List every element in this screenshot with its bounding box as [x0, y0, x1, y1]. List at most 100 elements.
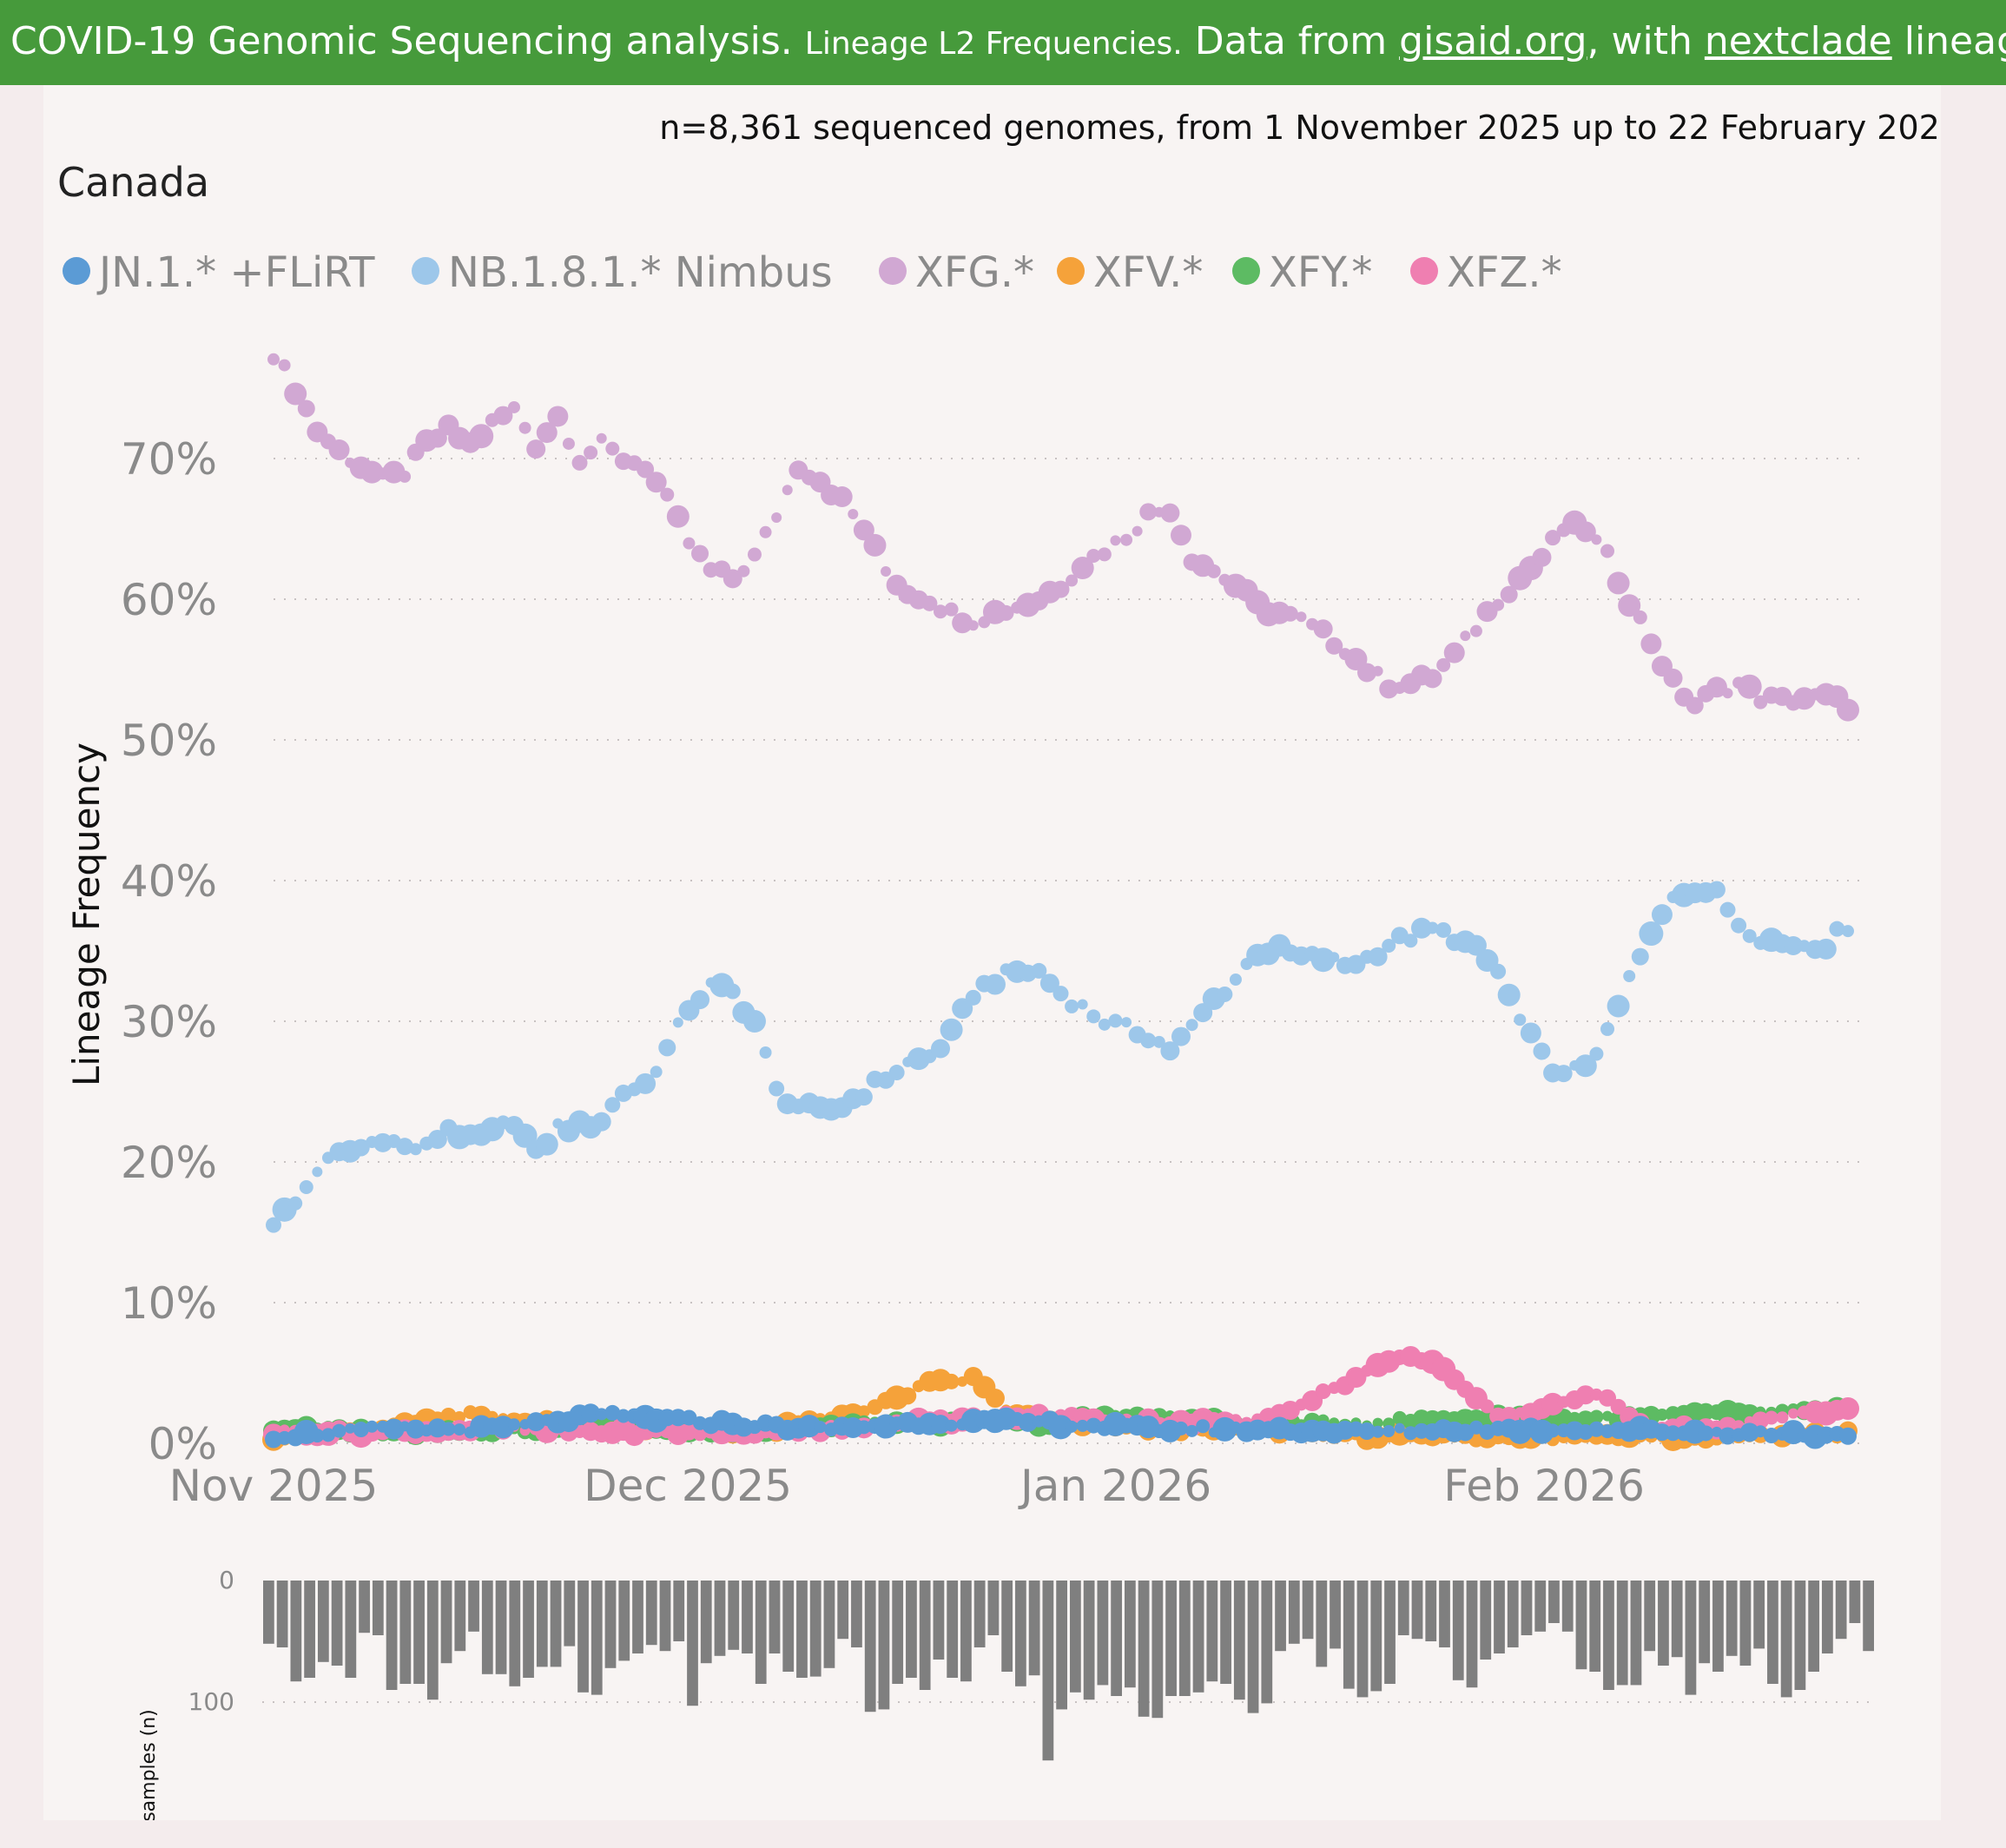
nextclade-link[interactable]: nextclade [1704, 19, 1892, 63]
data-point [863, 533, 887, 557]
samples-bar [1001, 1581, 1013, 1672]
data-point [493, 406, 513, 426]
y-tick-label: 0% [148, 1419, 217, 1469]
data-point [492, 1416, 515, 1439]
data-point [1120, 533, 1133, 546]
data-point [931, 1415, 951, 1435]
samples-bar [1247, 1581, 1259, 1713]
samples-bar [1671, 1581, 1683, 1658]
samples-bar [987, 1581, 1000, 1635]
samples-bar [1192, 1581, 1204, 1693]
data-point [1382, 939, 1396, 954]
samples-bar [687, 1581, 698, 1706]
data-point [265, 1430, 282, 1449]
samples-bar [618, 1581, 630, 1661]
data-point [691, 544, 709, 563]
samples-bar [1521, 1581, 1533, 1635]
data-point [1490, 963, 1507, 980]
data-point [1426, 921, 1439, 934]
samples-bar [742, 1581, 753, 1653]
samples-bar [345, 1581, 357, 1678]
data-point [1052, 580, 1070, 598]
data-point [1575, 1385, 1595, 1405]
samples-bar [782, 1581, 795, 1672]
data-point [1589, 1046, 1604, 1061]
data-point [1086, 549, 1101, 564]
samples-bar [906, 1581, 917, 1678]
data-point [605, 441, 620, 456]
samples-bar [1507, 1581, 1519, 1647]
samples-bar [659, 1581, 671, 1652]
data-point [994, 1407, 1018, 1430]
data-point [571, 454, 588, 471]
data-point [288, 1196, 303, 1211]
data-point [409, 1143, 422, 1156]
data-point [1754, 1425, 1767, 1438]
chart-panel: n=8,361 sequenced genomes, from 1 Novemb… [43, 85, 1941, 1820]
samples-bar [1712, 1581, 1724, 1672]
samples-bar [632, 1581, 643, 1653]
data-point [453, 1410, 466, 1423]
samples-bar [1261, 1581, 1273, 1704]
samples-bar [1589, 1581, 1601, 1672]
data-point [1368, 947, 1388, 967]
samples-bar [290, 1581, 302, 1682]
samples-bar [728, 1581, 740, 1650]
samples-bar [1794, 1581, 1806, 1690]
data-point [399, 470, 412, 483]
samples-bar [1015, 1581, 1026, 1686]
banner-suffix: lineages. Source [1904, 19, 2006, 63]
samples-bar [1070, 1581, 1081, 1693]
chart-svg: n=8,361 sequenced genomes, from 1 Novemb… [57, 109, 1941, 1820]
data-point [1217, 986, 1233, 1002]
samples-bar [591, 1581, 603, 1695]
samples-bar [1165, 1581, 1177, 1696]
samples-bar [1343, 1581, 1355, 1689]
samples-bar [1466, 1581, 1478, 1688]
banner-with: , with [1587, 19, 1693, 63]
data-point [267, 353, 280, 366]
legend-label: JN.1.* +FLiRT [96, 248, 375, 297]
y-axis-label: Lineage Frequency [65, 742, 108, 1086]
data-point [1394, 1422, 1405, 1434]
samples-bar [317, 1581, 329, 1662]
samples-bar [1028, 1581, 1040, 1676]
data-point [1520, 1022, 1541, 1044]
data-point [591, 1112, 611, 1132]
data-point [1410, 917, 1432, 939]
data-point [1589, 1409, 1604, 1424]
data-point [1655, 1408, 1668, 1421]
data-point [940, 1018, 963, 1041]
data-point [943, 1373, 960, 1389]
samples-bar [426, 1581, 439, 1700]
samples-bar [878, 1581, 890, 1710]
data-point [1436, 657, 1451, 672]
data-point [1403, 934, 1418, 948]
data-point [998, 604, 1014, 621]
samples-bar [1356, 1581, 1369, 1698]
data-point [328, 439, 350, 461]
data-point [723, 569, 742, 589]
data-point [734, 1417, 754, 1437]
gisaid-link[interactable]: gisaid.org [1399, 19, 1587, 63]
y-tick-label: 10% [121, 1278, 217, 1329]
legend-label: XFZ.* [1447, 248, 1562, 297]
data-point [1185, 1424, 1198, 1437]
data-point [584, 446, 598, 460]
samples-bar [1111, 1581, 1122, 1696]
samples-bar [796, 1581, 808, 1678]
data-point [1152, 1035, 1165, 1048]
data-point [759, 1046, 772, 1059]
data-point [1839, 1427, 1857, 1445]
data-point [759, 525, 772, 538]
data-point [297, 399, 315, 418]
data-point [278, 359, 291, 372]
samples-bar [1534, 1581, 1547, 1632]
data-point [934, 604, 948, 619]
data-point [1371, 1425, 1384, 1438]
data-point [1829, 921, 1845, 937]
samples-bar [1603, 1581, 1614, 1690]
data-point [1623, 970, 1636, 983]
samples-bar [1644, 1581, 1656, 1652]
y-tick-label: 20% [121, 1138, 217, 1188]
